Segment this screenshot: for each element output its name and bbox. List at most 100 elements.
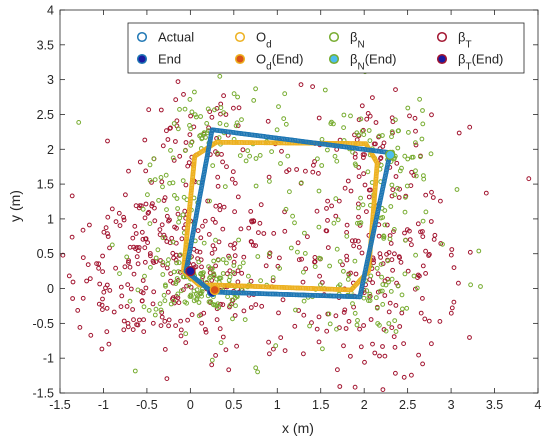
point-bt — [238, 226, 244, 232]
point-bn — [196, 300, 202, 305]
point-bt — [360, 127, 366, 133]
point-bn — [109, 242, 115, 248]
point-bt — [165, 137, 171, 142]
point-bt — [101, 289, 107, 295]
point-bn — [198, 114, 204, 119]
point-bt — [246, 225, 252, 231]
point-bt — [162, 235, 168, 241]
point-bt — [234, 343, 240, 349]
point-bt — [382, 353, 388, 359]
point-actual — [326, 293, 332, 299]
point-bt — [316, 171, 321, 176]
point-bn — [319, 163, 325, 168]
point-actual — [241, 290, 247, 296]
point-bt — [119, 293, 125, 299]
point-bn — [146, 308, 152, 313]
point-bn — [341, 268, 346, 274]
point-bn — [245, 148, 251, 154]
point-bt — [371, 260, 376, 266]
point-bn — [283, 121, 289, 127]
point-bn — [220, 257, 226, 262]
point-bn — [356, 132, 361, 138]
series-bt — [60, 54, 532, 393]
point-bn — [213, 302, 218, 308]
point-bt — [427, 252, 432, 257]
point-bt — [60, 252, 66, 258]
point-actual — [338, 293, 344, 299]
point-bt — [173, 323, 179, 329]
point-actual — [341, 293, 347, 299]
point-bt — [128, 286, 134, 292]
point-od — [238, 140, 243, 145]
point-bt — [251, 219, 257, 224]
point-od — [258, 284, 264, 290]
point-bt — [358, 344, 364, 350]
point-bt — [388, 241, 394, 246]
point-bn — [212, 107, 217, 113]
point-bt — [451, 265, 457, 271]
point-bt — [361, 323, 367, 328]
point-od — [332, 286, 338, 292]
y-tick-label: 0.5 — [37, 247, 54, 261]
point-bt — [335, 367, 340, 373]
point-bt — [201, 310, 207, 316]
point-bt — [165, 289, 171, 295]
point-bt — [136, 248, 141, 254]
point-bt — [257, 220, 263, 226]
point-bn — [230, 270, 236, 275]
y-tick-label: 2.5 — [37, 108, 54, 122]
point-od — [271, 140, 277, 146]
point-bn — [199, 293, 205, 299]
point-od — [324, 286, 330, 292]
point-bn — [230, 316, 235, 322]
point-bt — [127, 264, 133, 270]
point-bn — [381, 236, 387, 241]
point-bt — [126, 168, 131, 174]
point-bt — [214, 317, 220, 323]
point-bt — [376, 233, 382, 239]
point-bn — [215, 150, 220, 156]
point-bt — [206, 125, 212, 131]
point-bt — [305, 234, 310, 240]
point-actual — [283, 292, 289, 297]
point-bt — [167, 217, 172, 223]
point-bn — [253, 365, 259, 371]
point-bt — [303, 266, 309, 272]
point-bt — [183, 140, 189, 145]
point-bn — [174, 260, 180, 266]
point-bt — [263, 263, 269, 269]
point-bt — [390, 267, 396, 273]
point-bn — [387, 236, 393, 242]
point-bt — [241, 308, 247, 314]
point-bn — [389, 134, 394, 140]
point-bt — [366, 194, 372, 200]
point-bt — [342, 307, 348, 313]
point-actual — [280, 291, 286, 297]
point-od — [254, 140, 260, 146]
point-bt — [342, 185, 348, 191]
point-bt — [166, 317, 172, 323]
point-bn — [255, 254, 261, 259]
point-bn — [200, 271, 206, 277]
point-bn — [198, 290, 204, 296]
point-bt — [236, 105, 242, 111]
legend-marker-end — [136, 53, 148, 65]
point-bt — [96, 265, 101, 271]
point-bt — [145, 240, 151, 246]
point-bn — [395, 145, 401, 151]
point-bt — [356, 214, 361, 220]
point-bt — [356, 174, 362, 180]
point-bt — [123, 192, 128, 198]
point-bt — [345, 178, 351, 184]
y-axis-label: y (m) — [7, 190, 23, 222]
point-bn — [182, 148, 188, 154]
point-bt — [221, 93, 227, 99]
point-bt — [412, 115, 418, 121]
point-bt — [240, 147, 246, 153]
point-bt — [210, 216, 216, 222]
point-bt — [423, 271, 429, 276]
point-bn — [216, 135, 222, 141]
point-bn — [301, 298, 307, 304]
point-bt — [162, 318, 168, 324]
